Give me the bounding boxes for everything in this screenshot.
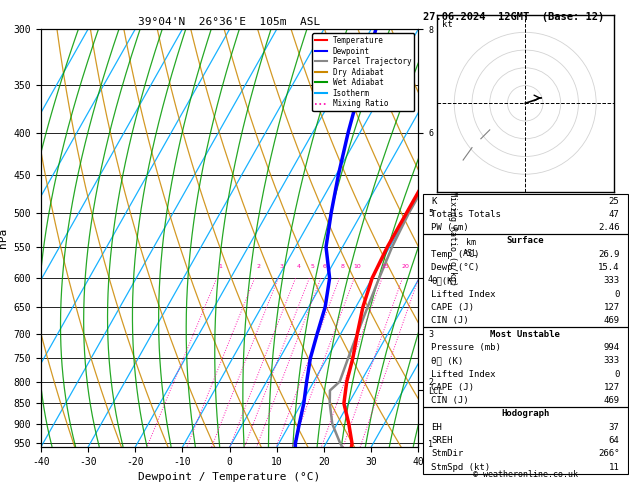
Text: EH: EH (431, 423, 442, 432)
Text: Pressure (mb): Pressure (mb) (431, 343, 501, 352)
Text: 26.9: 26.9 (598, 250, 620, 259)
Text: 0: 0 (614, 369, 620, 379)
Text: 469: 469 (603, 396, 620, 405)
Text: StmSpd (kt): StmSpd (kt) (431, 463, 490, 472)
Text: K: K (431, 196, 437, 206)
Text: Lifted Index: Lifted Index (431, 290, 496, 299)
Text: 47: 47 (609, 210, 620, 219)
Text: PW (cm): PW (cm) (431, 223, 469, 232)
Text: 6: 6 (323, 264, 326, 269)
Bar (423, 234, 628, 328)
Text: 1: 1 (219, 264, 223, 269)
Text: 2.46: 2.46 (598, 223, 620, 232)
Text: Totals Totals: Totals Totals (431, 210, 501, 219)
Text: 64: 64 (609, 436, 620, 445)
Text: 20: 20 (402, 264, 409, 269)
Text: SREH: SREH (431, 436, 452, 445)
Text: Most Unstable: Most Unstable (490, 330, 560, 339)
Text: θᴇ(K): θᴇ(K) (431, 277, 458, 285)
Text: 994: 994 (603, 343, 620, 352)
Y-axis label: hPa: hPa (0, 228, 8, 248)
Text: CIN (J): CIN (J) (431, 316, 469, 325)
Y-axis label: km
ASL: km ASL (464, 238, 478, 258)
Legend: Temperature, Dewpoint, Parcel Trajectory, Dry Adiabat, Wet Adiabat, Isotherm, Mi: Temperature, Dewpoint, Parcel Trajectory… (312, 33, 415, 111)
Text: Hodograph: Hodograph (501, 410, 549, 418)
Text: StmDir: StmDir (431, 450, 463, 458)
Text: 3: 3 (280, 264, 284, 269)
Text: kt: kt (442, 20, 453, 29)
Text: 127: 127 (603, 383, 620, 392)
Text: Mixing Ratio (g/kg): Mixing Ratio (g/kg) (448, 191, 457, 286)
Bar (423, 407, 628, 474)
Text: © weatheronline.co.uk: © weatheronline.co.uk (473, 469, 577, 479)
Text: Surface: Surface (506, 237, 544, 245)
Text: θᴇ (K): θᴇ (K) (431, 356, 463, 365)
Bar (423, 194, 628, 234)
Text: 37: 37 (609, 423, 620, 432)
X-axis label: Dewpoint / Temperature (°C): Dewpoint / Temperature (°C) (138, 472, 321, 483)
Text: 0: 0 (614, 290, 620, 299)
Text: Dewp (°C): Dewp (°C) (431, 263, 479, 272)
Bar (423, 328, 628, 407)
Text: CAPE (J): CAPE (J) (431, 383, 474, 392)
Text: 15.4: 15.4 (598, 263, 620, 272)
Text: 8: 8 (341, 264, 345, 269)
Text: 10: 10 (353, 264, 362, 269)
Text: 469: 469 (603, 316, 620, 325)
Text: Temp (°C): Temp (°C) (431, 250, 479, 259)
Text: CAPE (J): CAPE (J) (431, 303, 474, 312)
Text: Lifted Index: Lifted Index (431, 369, 496, 379)
Title: 39°04'N  26°36'E  105m  ASL: 39°04'N 26°36'E 105m ASL (138, 17, 321, 27)
Text: 333: 333 (603, 356, 620, 365)
Text: CIN (J): CIN (J) (431, 396, 469, 405)
Text: 127: 127 (603, 303, 620, 312)
Text: 15: 15 (381, 264, 389, 269)
Text: 5: 5 (311, 264, 314, 269)
Text: 4: 4 (297, 264, 301, 269)
Text: 266°: 266° (598, 450, 620, 458)
Text: 25: 25 (609, 196, 620, 206)
Text: 11: 11 (609, 463, 620, 472)
Text: 333: 333 (603, 277, 620, 285)
Text: 2: 2 (257, 264, 260, 269)
Text: 27.06.2024  12GMT  (Base: 12): 27.06.2024 12GMT (Base: 12) (423, 12, 604, 22)
